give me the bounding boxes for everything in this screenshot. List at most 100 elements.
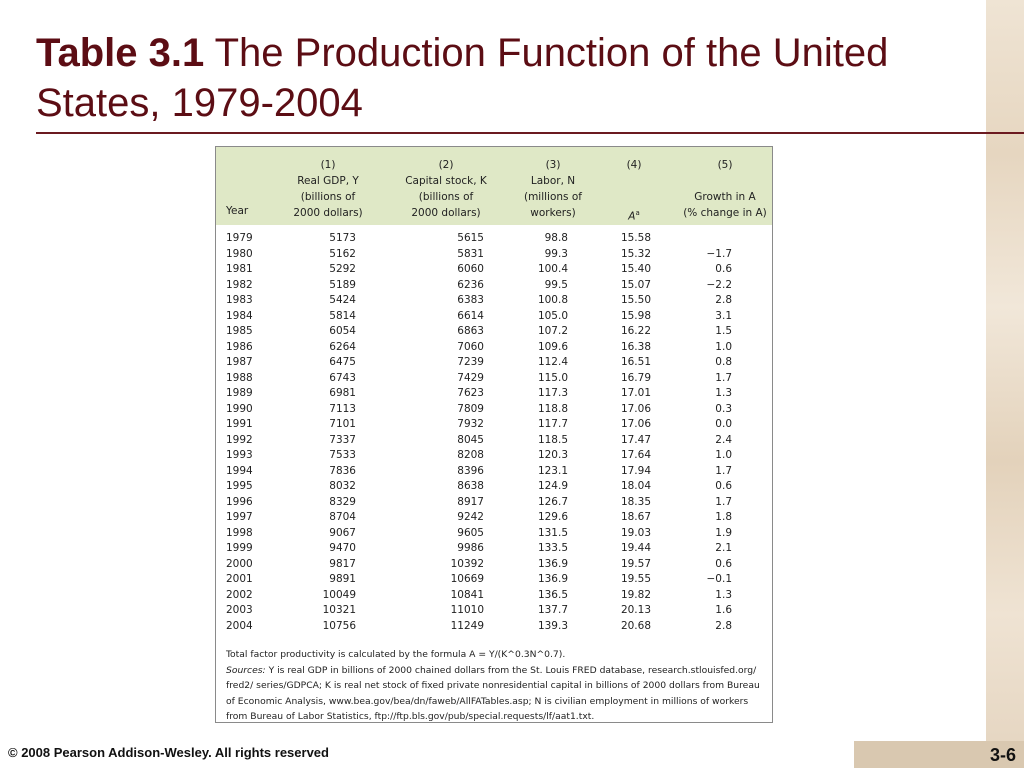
header-col4-symbol: Aa <box>614 205 654 225</box>
cell-growth-a: 0.3 <box>715 402 732 415</box>
cell-year: 1999 <box>226 542 253 554</box>
cell-capital-stock: 11249 <box>450 619 484 632</box>
cell-real-gdp: 5173 <box>329 232 356 244</box>
cell-a: 16.79 <box>620 371 651 384</box>
cell-a: 15.50 <box>620 294 651 306</box>
header-col2-line: Capital stock, K <box>405 175 487 187</box>
cell-a: 15.07 <box>620 278 651 291</box>
cell-year: 1998 <box>226 526 253 539</box>
cell-labor: 117.3 <box>537 387 568 399</box>
cell-capital-stock: 9242 <box>457 511 484 523</box>
cell-a: 16.51 <box>620 356 651 368</box>
header-col1-line: 2000 dollars) <box>293 207 363 219</box>
cell-labor: 98.8 <box>544 232 568 244</box>
cell-year: 1981 <box>226 263 253 275</box>
cell-a: 16.38 <box>620 340 651 353</box>
header-col3: (3) Labor, N (millions of workers) <box>508 157 598 221</box>
cell-a: 18.35 <box>620 495 651 508</box>
cell-year: 1988 <box>226 371 253 384</box>
cell-real-gdp: 9891 <box>329 573 356 585</box>
cell-a: 19.03 <box>620 526 651 539</box>
cell-labor: 136.9 <box>537 573 568 585</box>
cell-real-gdp: 7533 <box>329 449 356 461</box>
cell-a: 15.40 <box>620 263 651 275</box>
cell-growth-a: 0.0 <box>715 418 732 430</box>
header-col1-line: (1) <box>320 159 336 171</box>
header-col2-line: (billions of <box>418 191 474 203</box>
header-col5-line: Growth in A <box>694 191 756 203</box>
cell-a: 15.98 <box>620 309 651 322</box>
cell-a: 20.68 <box>620 619 651 632</box>
cell-capital-stock: 8045 <box>457 433 484 446</box>
cell-year: 2002 <box>226 588 253 601</box>
cell-real-gdp: 5424 <box>329 294 356 306</box>
header-col2-line: 2000 dollars) <box>411 207 481 219</box>
cell-labor: 136.9 <box>537 557 568 570</box>
cell-year: 1989 <box>226 387 253 399</box>
header-col2-line: (2) <box>438 159 454 171</box>
cell-growth-a: 2.8 <box>715 294 732 306</box>
title-divider <box>36 132 1024 134</box>
cell-growth-a: −0.1 <box>706 573 733 585</box>
cell-capital-stock: 10392 <box>450 557 484 570</box>
sources-label: Sources: <box>226 664 266 676</box>
cell-real-gdp: 8704 <box>329 511 356 523</box>
header-col4: (4) Aa <box>614 157 654 225</box>
cell-growth-a: 2.1 <box>715 542 732 554</box>
cell-a: 15.58 <box>620 232 651 244</box>
cell-year: 1992 <box>226 433 253 446</box>
cell-a: 19.44 <box>620 542 651 554</box>
cell-a: 16.22 <box>620 325 651 337</box>
cell-growth-a: 1.3 <box>715 588 732 601</box>
cell-real-gdp: 5292 <box>329 263 356 275</box>
cell-a: 17.06 <box>620 418 651 430</box>
cell-capital-stock: 7932 <box>457 418 484 430</box>
cell-a: 17.47 <box>620 433 651 446</box>
cell-real-gdp: 10756 <box>322 619 356 632</box>
table-notes: Total factor productivity is calculated … <box>226 647 766 725</box>
cell-year: 1979 <box>226 232 253 244</box>
cell-year: 1980 <box>226 247 253 260</box>
cell-labor: 118.5 <box>537 433 568 446</box>
cell-capital-stock: 7623 <box>457 387 484 399</box>
header-col4-a: A <box>628 210 636 223</box>
cell-labor: 107.2 <box>537 325 568 337</box>
cell-labor: 124.9 <box>537 480 568 492</box>
footnote-a: Total factor productivity is calculated … <box>226 649 566 660</box>
cell-year: 1991 <box>226 418 253 430</box>
cell-growth-a: 1.6 <box>715 604 732 616</box>
cell-labor: 99.3 <box>544 247 568 260</box>
cell-year: 1996 <box>226 495 253 508</box>
cell-a: 17.94 <box>620 464 651 477</box>
cell-year: 1985 <box>226 325 253 337</box>
header-col1: (1) Real GDP, Y (billions of 2000 dollar… <box>288 157 368 221</box>
cell-real-gdp: 9067 <box>329 526 356 539</box>
cell-year: 1990 <box>226 402 253 415</box>
cell-capital-stock: 11010 <box>450 604 484 616</box>
cell-a: 17.64 <box>620 449 651 461</box>
cell-capital-stock: 6236 <box>457 278 484 291</box>
header-col5-line: (5) <box>717 159 733 171</box>
cell-year: 1984 <box>226 309 253 322</box>
cell-year: 2004 <box>226 619 253 632</box>
cell-a: 19.82 <box>620 588 651 601</box>
cell-capital-stock: 7239 <box>457 356 484 368</box>
cell-capital-stock: 8638 <box>457 480 484 492</box>
cell-real-gdp: 8032 <box>329 480 356 492</box>
header-col5-line: (% change in A) <box>683 207 767 219</box>
table-header: (1) Real GDP, Y (billions of 2000 dollar… <box>216 147 772 225</box>
cell-a: 15.32 <box>620 247 651 260</box>
cell-a: 17.01 <box>620 387 651 399</box>
cell-a: 20.13 <box>620 604 651 616</box>
cell-year: 1986 <box>226 340 253 353</box>
header-col3-line: Labor, N <box>530 175 576 187</box>
cell-capital-stock: 7429 <box>457 371 484 384</box>
cell-year: 1982 <box>226 278 253 291</box>
header-col4-line: (4) <box>626 159 642 171</box>
cell-a: 18.04 <box>620 480 651 492</box>
cell-real-gdp: 5189 <box>329 278 356 291</box>
cell-growth-a: 0.6 <box>715 480 732 492</box>
cell-real-gdp: 7836 <box>329 464 356 477</box>
cell-growth-a: 1.5 <box>715 325 732 337</box>
cell-year: 1983 <box>226 294 253 306</box>
